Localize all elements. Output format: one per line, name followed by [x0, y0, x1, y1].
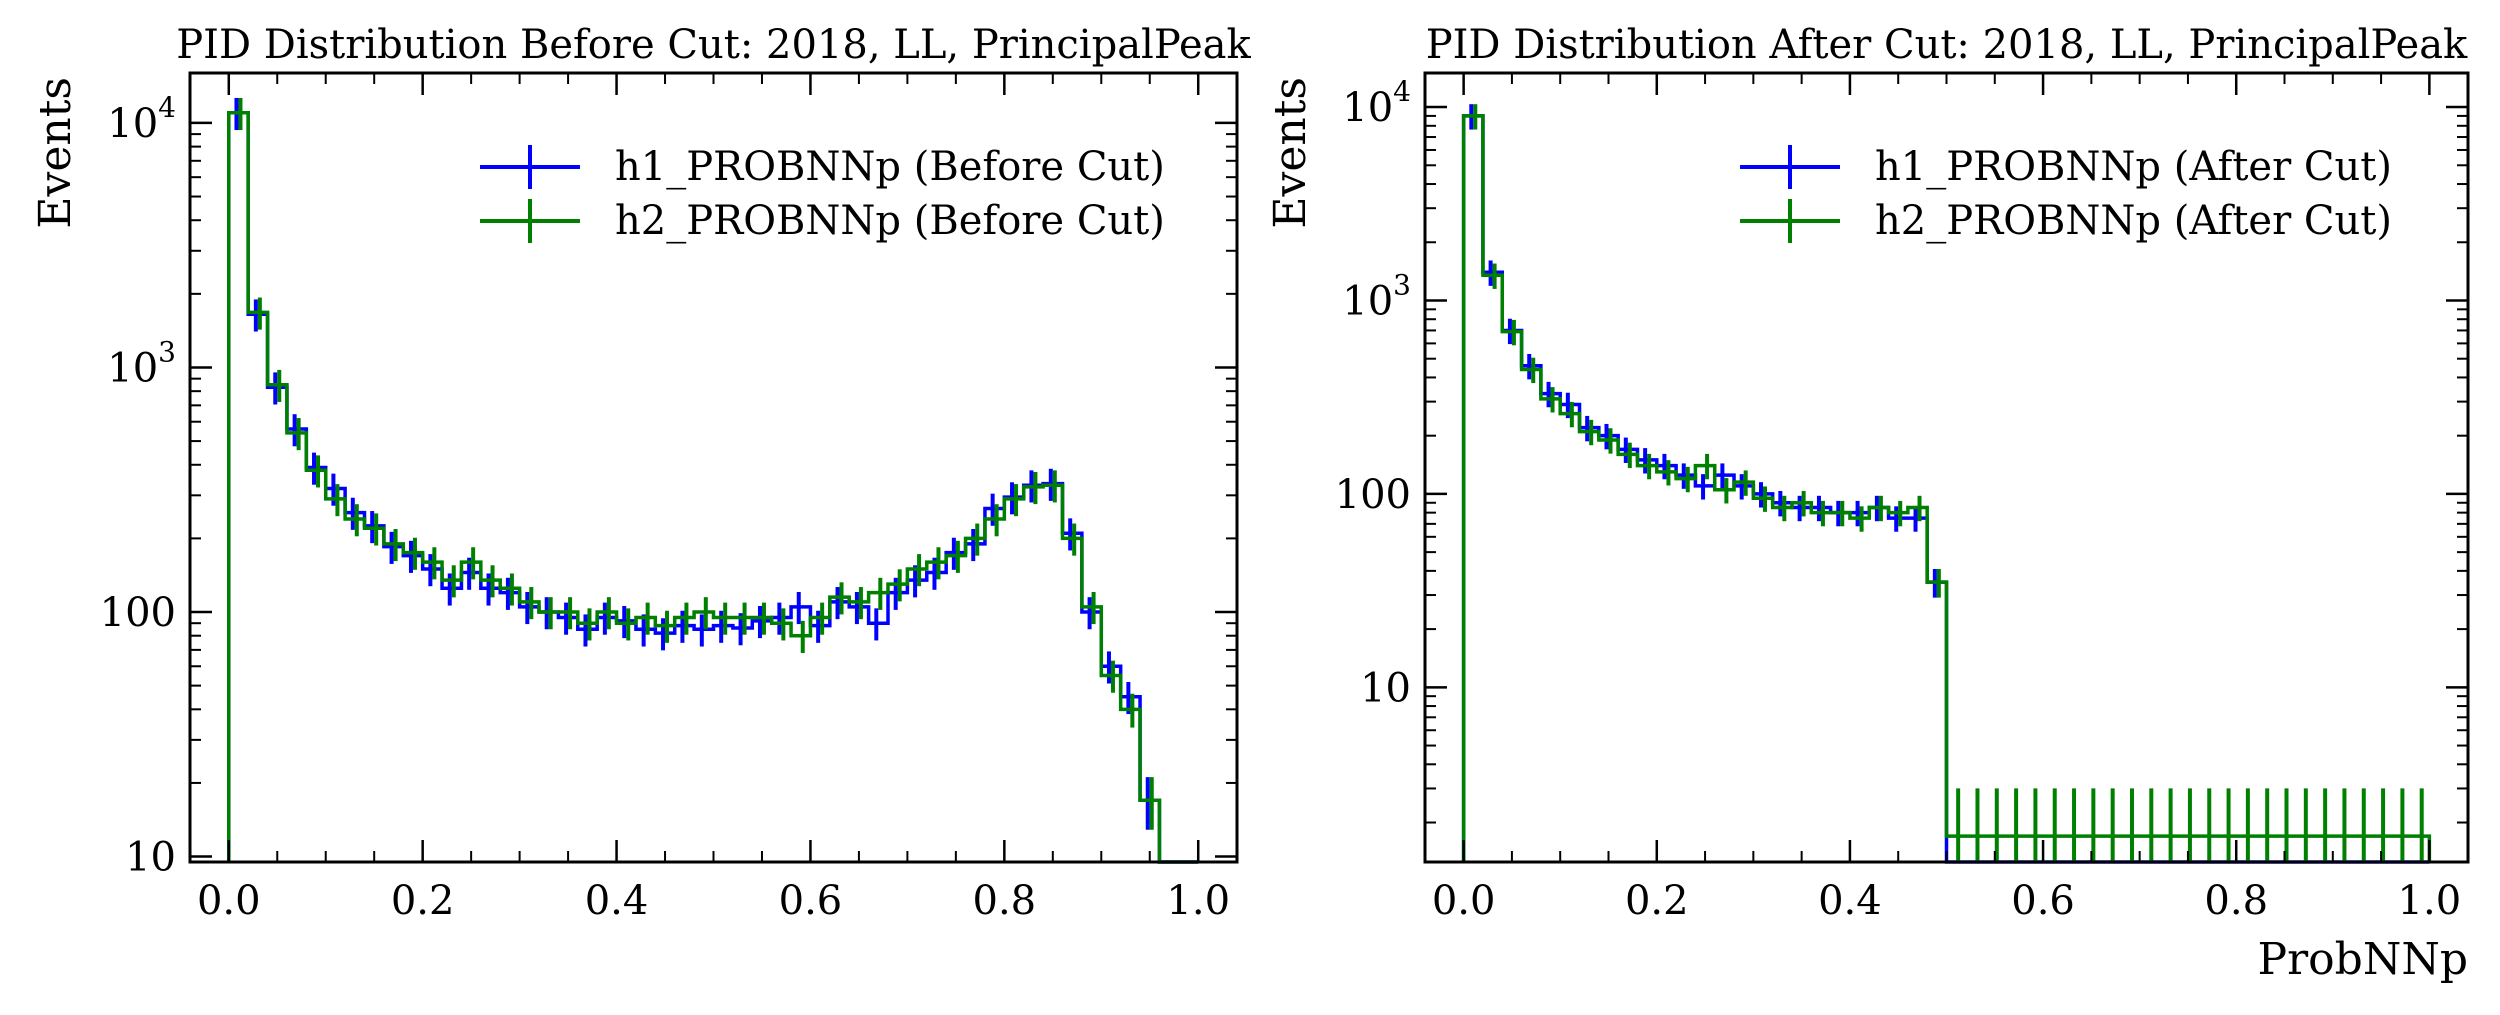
x-tick-label: 0.8 — [973, 878, 1037, 924]
legend-entry: h1_PROBNNp (Before Cut) — [615, 144, 1165, 190]
x-tick-label: 0.2 — [1625, 878, 1689, 924]
x-tick-label: 0.2 — [391, 878, 455, 924]
y-tick-label: 103 — [107, 335, 176, 391]
legend-entry: h2_PROBNNp (After Cut) — [1875, 198, 2392, 244]
x-tick-label: 0.6 — [2011, 878, 2075, 924]
y-axis-label: Events — [30, 77, 81, 229]
series-2-histogram — [1461, 114, 2432, 862]
x-tick-label: 0.0 — [197, 878, 261, 924]
y-tick-label: 100 — [100, 590, 176, 636]
x-tick-label: 0.6 — [779, 878, 843, 924]
x-tick-label: 0.8 — [2204, 878, 2268, 924]
x-tick-label: 1.0 — [2398, 878, 2462, 924]
y-tick-label: 10 — [1360, 665, 1411, 711]
y-tick-label: 100 — [1335, 472, 1411, 518]
x-axis-label: ProbNNp — [2258, 934, 2468, 985]
y-tick-label: 104 — [107, 91, 176, 147]
y-tick-label: 103 — [1342, 268, 1411, 324]
series-2-histogram — [227, 111, 1199, 864]
after-cut-panel: PID Distribution After Cut: 2018, LL, Pr… — [1265, 22, 2470, 985]
x-tick-label: 0.0 — [1432, 878, 1496, 924]
chart-title: PID Distribution Before Cut: 2018, LL, P… — [176, 22, 1251, 68]
x-tick-label: 0.4 — [1818, 878, 1882, 924]
chart-title: PID Distribution After Cut: 2018, LL, Pr… — [1426, 22, 2468, 68]
legend-entry: h2_PROBNNp (Before Cut) — [615, 198, 1165, 244]
y-axis-label: Events — [1265, 77, 1316, 229]
x-tick-label: 0.4 — [585, 878, 649, 924]
y-tick-label: 10 — [125, 835, 176, 881]
y-tick-label: 104 — [1342, 75, 1411, 131]
legend-entry: h1_PROBNNp (After Cut) — [1875, 144, 2392, 190]
plot-frame — [188, 71, 1239, 864]
x-tick-label: 1.0 — [1166, 878, 1230, 924]
before-cut-panel: PID Distribution Before Cut: 2018, LL, P… — [30, 22, 1251, 924]
